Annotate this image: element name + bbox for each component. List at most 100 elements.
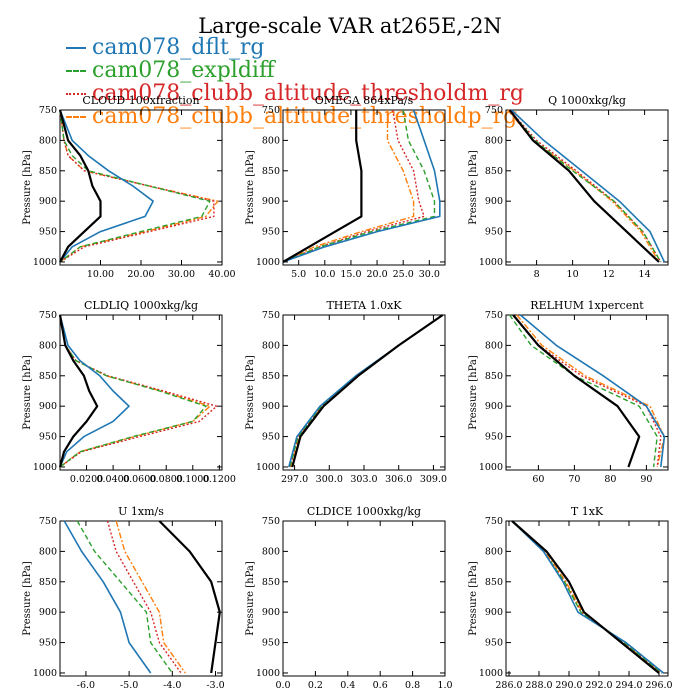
series-line — [59, 314, 207, 468]
chart-panel: THETA 1.0xK Pressure [hPa] 750 800 850 900 950… — [245, 299, 447, 485]
chart-panel: CLDLIQ 1000xkg/kg Pressure [hPa] 750 800 850… — [22, 299, 236, 485]
x-tick-label: 12 — [603, 269, 615, 280]
series-line — [282, 109, 441, 263]
chart-panel: RELHUM 1xpercent Pressure [hPa] 750 800 850 9… — [468, 299, 669, 485]
y-tick-label: 800 — [39, 340, 57, 351]
y-tick-label: 1000 — [479, 257, 503, 268]
y-tick-label: 850 — [39, 166, 57, 177]
y-tick-label: 750 — [262, 105, 280, 116]
chart-panel: CLOUD 100xfraction Pressure [hPa] 750 800 85… — [22, 94, 236, 280]
y-tick-label: 1000 — [256, 462, 280, 473]
x-tick-label: 8 — [534, 269, 540, 280]
legend-swatch — [66, 92, 86, 95]
y-axis-label: Pressure [hPa] — [468, 150, 479, 225]
plot-frame — [505, 520, 669, 677]
y-tick-label: 950 — [39, 638, 57, 649]
y-tick-label: 750 — [39, 516, 57, 527]
y-tick-label: 1000 — [479, 668, 503, 679]
y-tick-label: 900 — [262, 607, 280, 618]
x-tick-label: 297.0 — [281, 474, 308, 485]
series-line — [509, 109, 662, 263]
plot-frame — [505, 109, 669, 266]
x-tick-label: -6.0 — [77, 680, 95, 691]
y-tick-label: 800 — [485, 340, 503, 351]
legend-swatch — [66, 115, 86, 118]
y-tick-label: 850 — [262, 371, 280, 382]
plot-frame — [59, 109, 223, 266]
y-tick-label: 950 — [39, 227, 57, 238]
series-line — [63, 520, 152, 674]
y-tick-label: 850 — [262, 577, 280, 588]
y-tick-label: 900 — [485, 401, 503, 412]
x-tick-label: 0.0200 — [70, 474, 103, 485]
x-tick-label: 0.8 — [405, 680, 420, 691]
y-tick-label: 750 — [485, 105, 503, 116]
y-axis-label: Pressure [hPa] — [468, 355, 479, 430]
legend-swatch — [66, 46, 86, 49]
x-tick-label: 288.0 — [525, 680, 552, 691]
x-tick-label: 60 — [532, 474, 544, 485]
series-line — [59, 109, 215, 263]
reference-line — [511, 520, 660, 674]
y-tick-label: 1000 — [33, 462, 57, 473]
y-tick-label: 950 — [485, 227, 503, 238]
y-tick-label: 900 — [39, 401, 57, 412]
series-line — [288, 314, 444, 468]
series-line — [507, 109, 660, 263]
y-tick-label: 850 — [39, 577, 57, 588]
x-tick-label: 0.4 — [340, 680, 355, 691]
series-line — [59, 314, 211, 468]
x-tick-label: 290.0 — [555, 680, 582, 691]
plot-frame — [59, 520, 223, 677]
x-tick-label: -3.0 — [206, 680, 224, 691]
y-axis-label: Pressure [hPa] — [245, 355, 256, 430]
reference-line — [58, 314, 99, 468]
x-tick-label: 1.0 — [437, 680, 452, 691]
series-line — [59, 109, 211, 263]
y-tick-label: 900 — [485, 196, 503, 207]
x-tick-label: 0.0400 — [96, 474, 129, 485]
y-tick-label: 750 — [262, 516, 280, 527]
x-tick-label: 30.0 — [419, 269, 440, 280]
y-tick-label: 950 — [485, 432, 503, 443]
legend-item: cam078_clubb_altitude_thresholdm_rg — [66, 82, 524, 105]
x-tick-label: 10.0 — [314, 269, 335, 280]
x-tick-label: 10 — [567, 269, 579, 280]
x-tick-label: 306.0 — [385, 474, 412, 485]
series-line — [510, 109, 666, 263]
series-line — [59, 109, 219, 263]
x-tick-label: 40.00 — [208, 269, 235, 280]
y-tick-label: 800 — [262, 340, 280, 351]
chart-panel: OMEGA 864xPa/s Pressure [hPa] 750 800 850 900… — [245, 94, 446, 280]
panel-title: RELHUM 1xpercent — [530, 299, 644, 312]
y-tick-label: 750 — [39, 105, 57, 116]
series-line — [59, 109, 154, 263]
legend-swatch — [66, 69, 86, 72]
series-line — [282, 109, 425, 263]
y-tick-label: 1000 — [479, 462, 503, 473]
legend-label: cam078_clubb_altitude_thresholdp_rg — [92, 104, 518, 129]
y-tick-label: 750 — [262, 310, 280, 321]
x-tick-label: 303.0 — [350, 474, 377, 485]
x-tick-label: 25.0 — [393, 269, 414, 280]
series-line — [289, 314, 444, 468]
panel-title: CLOUD 100xfraction — [82, 94, 199, 107]
x-tick-label: 0.0800 — [150, 474, 183, 485]
y-tick-label: 1000 — [33, 257, 57, 268]
y-tick-label: 850 — [262, 166, 280, 177]
panel-title: U 1xm/s — [118, 505, 164, 518]
x-tick-label: 0.0 — [275, 680, 290, 691]
y-tick-label: 750 — [485, 516, 503, 527]
x-tick-label: 30.00 — [168, 269, 195, 280]
x-tick-label: 292.0 — [585, 680, 612, 691]
y-tick-label: 800 — [39, 546, 57, 557]
x-tick-label: 0.0600 — [123, 474, 156, 485]
series-line — [519, 314, 666, 468]
y-tick-label: 950 — [262, 638, 280, 649]
series-line — [511, 520, 661, 674]
y-axis-label: Pressure [hPa] — [245, 561, 256, 636]
x-tick-label: 0.1200 — [203, 474, 236, 485]
plot-frame — [59, 314, 223, 471]
y-axis-label: Pressure [hPa] — [468, 561, 479, 636]
